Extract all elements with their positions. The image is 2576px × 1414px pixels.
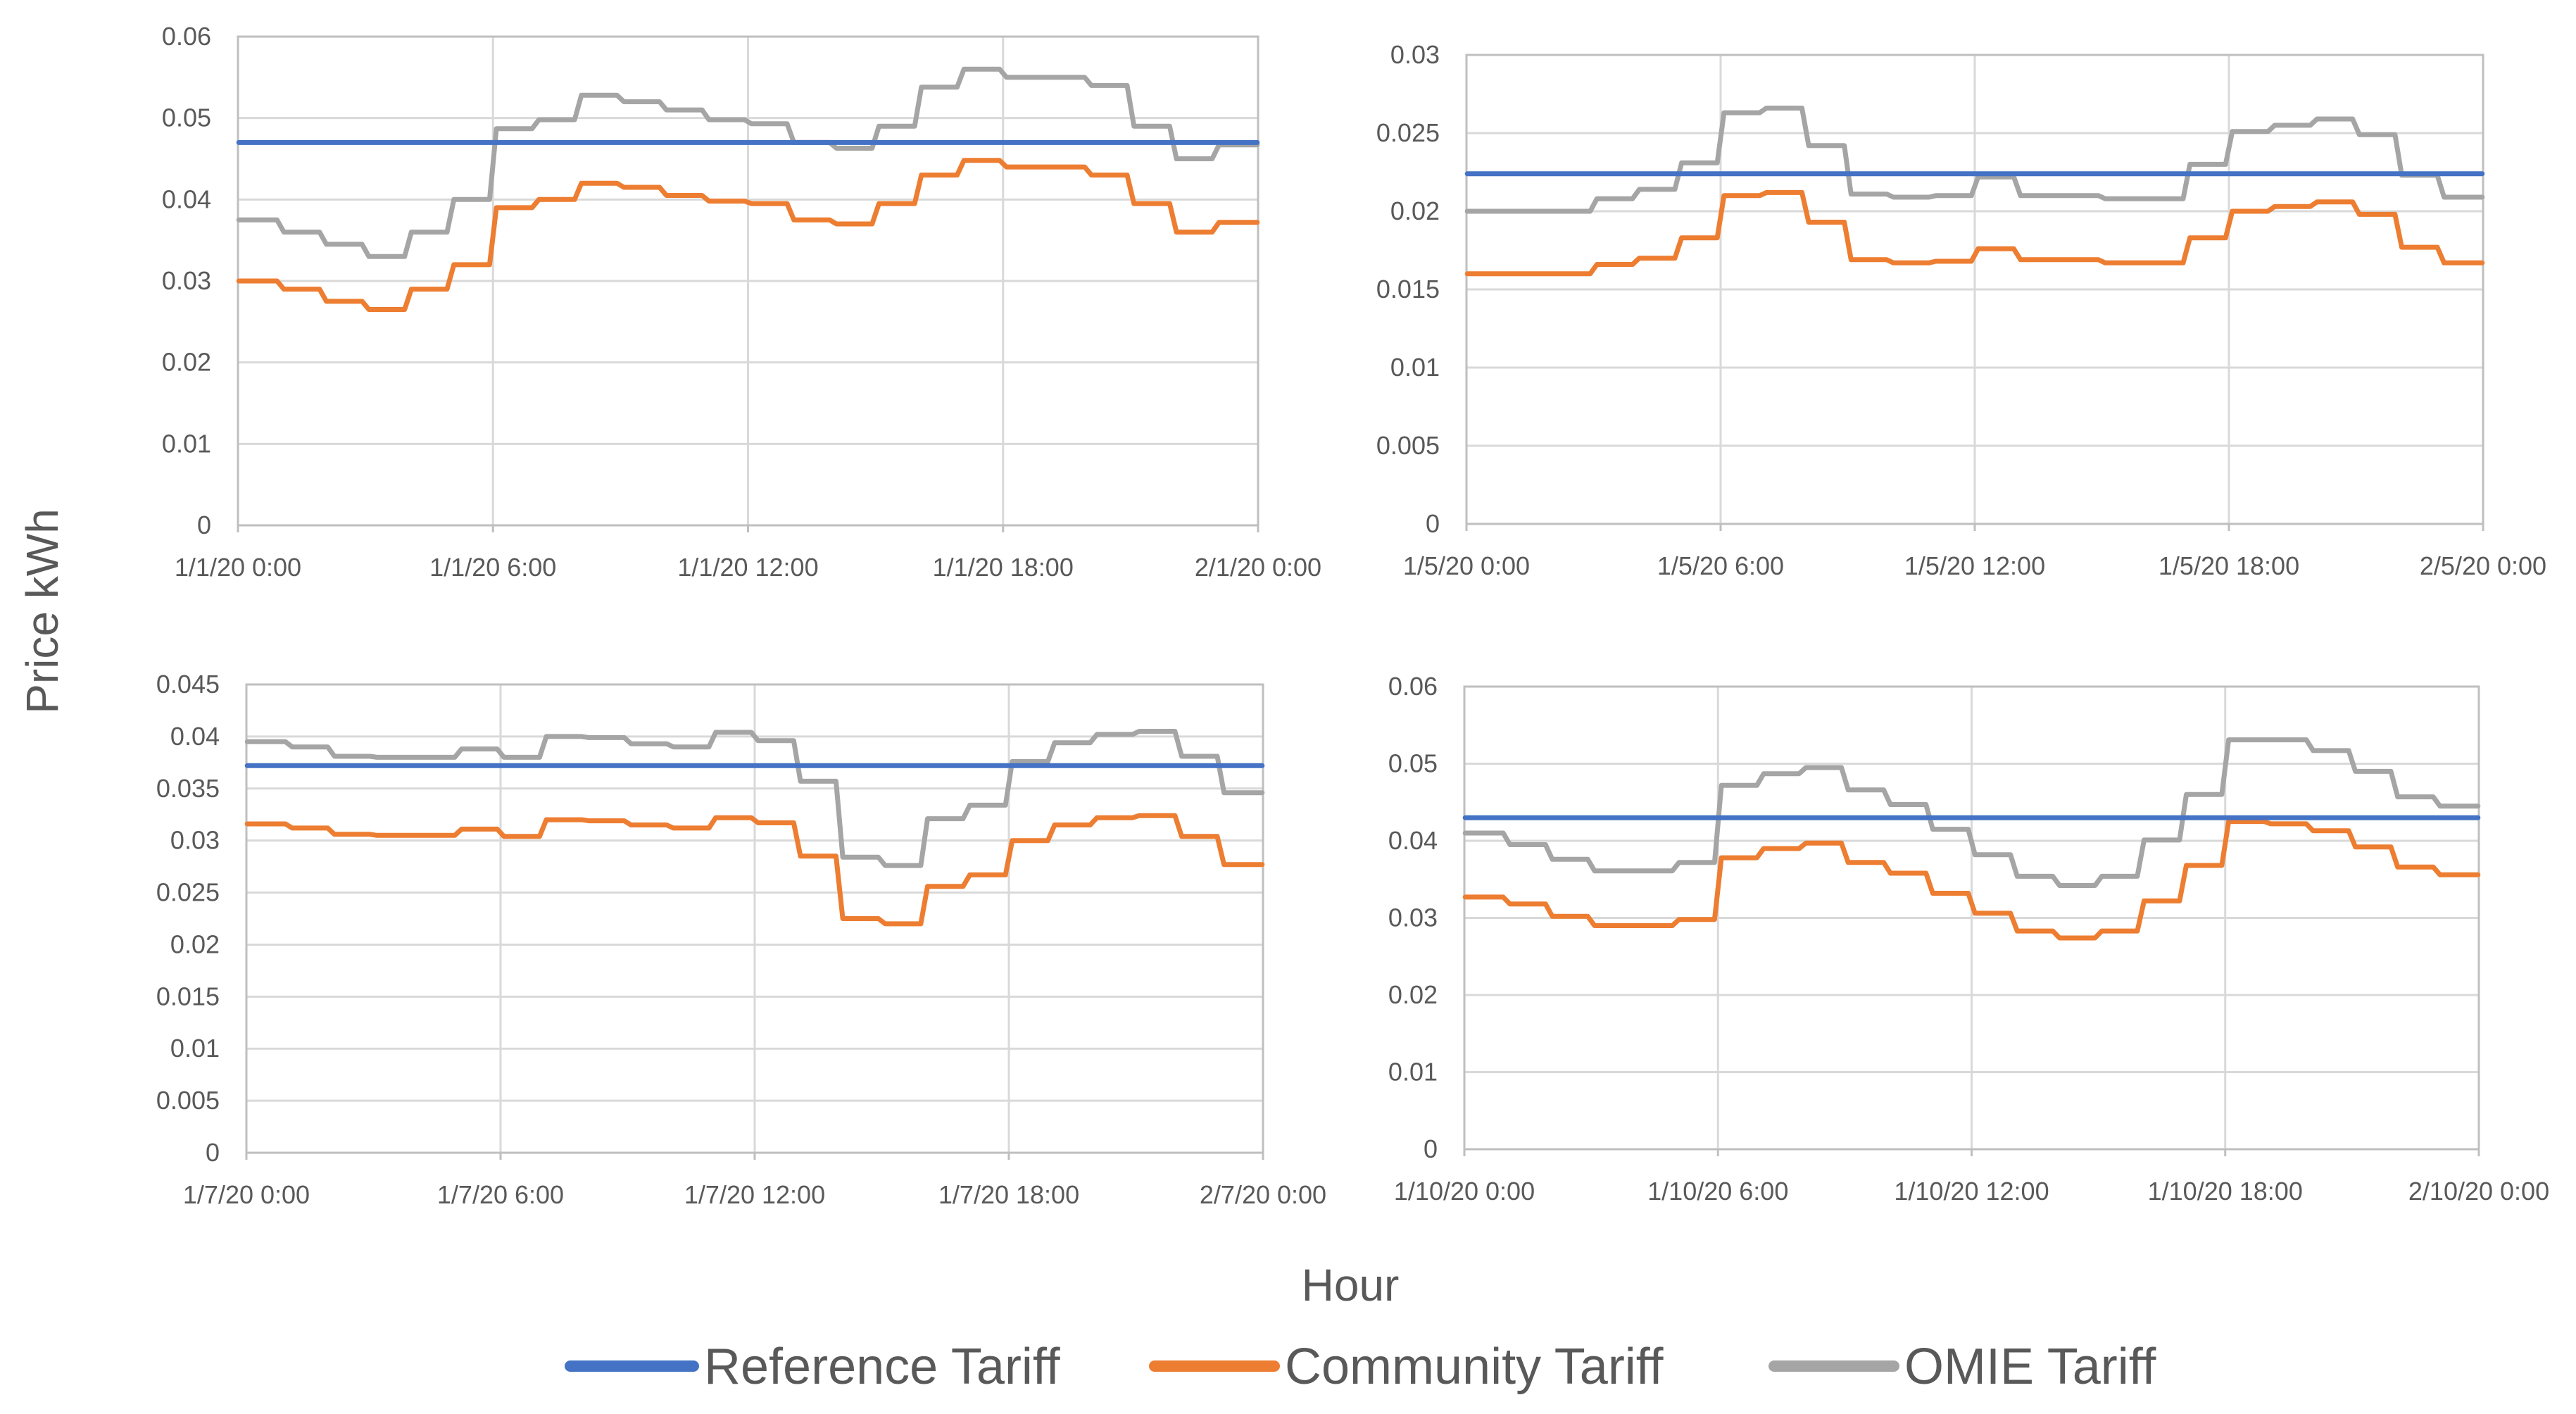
y-tick-label: 0.02: [170, 930, 220, 958]
y-tick-label: 0.06: [162, 22, 211, 51]
y-tick-label: 0.02: [1388, 980, 1438, 1009]
x-tick-label: 1/10/20 12:00: [1894, 1177, 2049, 1206]
x-tick-label: 2/1/20 0:00: [1195, 553, 1321, 582]
x-tick-label: 1/5/20 6:00: [1657, 551, 1784, 580]
y-tick-label: 0.04: [170, 722, 220, 751]
y-tick-label: 0.03: [170, 826, 220, 855]
y-tick-label: 0.005: [1376, 431, 1440, 460]
y-tick-label: 0.01: [1388, 1058, 1438, 1087]
x-tick-label: 1/7/20 6:00: [437, 1180, 564, 1209]
series-line-omie-tariff: [244, 729, 1265, 868]
y-tick-label: 0.015: [1376, 275, 1440, 304]
legend-label-community: Community Tariff: [1285, 1339, 1664, 1395]
x-axis-label: Hour: [1302, 1260, 1400, 1310]
x-tick-label: 1/10/20 0:00: [1394, 1177, 1535, 1206]
legend-label-reference: Reference Tariff: [704, 1339, 1061, 1395]
x-tick-label: 1/7/20 12:00: [684, 1180, 825, 1209]
y-tick-label: 0.01: [1390, 353, 1440, 382]
x-tick-label: 1/1/20 0:00: [175, 553, 301, 582]
y-tick-label: 0.01: [170, 1034, 220, 1063]
x-tick-label: 1/7/20 0:00: [183, 1180, 310, 1209]
chart-panel-3: 0 0.005 0.01 0.015 0.02 0.025 0.03 0.035 0.04 0.0…: [156, 670, 1326, 1209]
y-tick-label: 0.04: [162, 184, 211, 213]
plot-frame: [1465, 54, 2484, 525]
chart-panel-1: 0 0.01 0.02 0.03 0.04 0.05 0.06 1/1/20 0:00 1/1/…: [162, 22, 1321, 582]
x-tick-label: 2/7/20 0:00: [1200, 1180, 1326, 1209]
y-tick-label: 0.05: [1388, 749, 1438, 778]
x-tick-label: 1/10/20 18:00: [2148, 1177, 2303, 1206]
y-tick-label: 0.01: [162, 429, 211, 458]
y-tick-label: 0: [206, 1138, 220, 1167]
x-tick-label: 2/5/20 0:00: [2420, 551, 2546, 580]
y-tick-label: 0.025: [1376, 118, 1440, 147]
x-tick-label: 1/1/20 18:00: [933, 553, 1074, 582]
x-tick-label: 1/5/20 0:00: [1403, 551, 1530, 580]
legend-label-omie: OMIE Tariff: [1904, 1339, 2156, 1395]
y-tick-label: 0: [1426, 509, 1440, 538]
y-tick-label: 0.025: [156, 878, 220, 907]
y-tick-label: 0.03: [162, 266, 211, 295]
x-tick-label: 1/5/20 18:00: [2159, 551, 2299, 580]
series-line-community-tariff: [1464, 189, 2485, 277]
series-line-community-tariff: [236, 158, 1260, 312]
y-tick-label: 0: [197, 511, 211, 539]
legend: Reference Tariff Community Tariff OMIE T…: [565, 1339, 2156, 1395]
series-line-omie-tariff: [236, 66, 1260, 259]
x-tick-label: 1/10/20 6:00: [1647, 1177, 1788, 1206]
plot-frame: [245, 683, 1264, 1154]
x-tick-label: 2/10/20 0:00: [2408, 1177, 2549, 1206]
y-tick-label: 0.02: [1390, 196, 1440, 225]
x-tick-label: 1/1/20 6:00: [429, 553, 556, 582]
x-tick-label: 1/5/20 12:00: [1904, 551, 2045, 580]
y-tick-label: 0.045: [156, 670, 220, 699]
series-line-community-tariff: [1462, 819, 2481, 941]
y-tick-label: 0.04: [1388, 826, 1438, 855]
y-tick-label: 0.03: [1390, 40, 1440, 69]
chart-panel-4: 0 0.01 0.02 0.03 0.04 0.05 0.06 1/10/20 0:00 1/1…: [1388, 672, 2549, 1206]
y-tick-label: 0: [1424, 1134, 1438, 1163]
chart-panel-2: 0 0.005 0.01 0.015 0.02 0.025 0.03 1/5/20 0:00 1…: [1376, 40, 2546, 580]
y-tick-label: 0.05: [162, 104, 211, 132]
y-tick-label: 0.035: [156, 774, 220, 803]
y-tick-label: 0.06: [1388, 672, 1438, 701]
plot-frame: [1463, 685, 2480, 1151]
y-tick-label: 0.03: [1388, 903, 1438, 932]
y-axis-label: Price kWh: [17, 508, 68, 714]
series-line-omie-tariff: [1464, 106, 2485, 214]
x-tick-label: 1/1/20 12:00: [677, 553, 818, 582]
y-tick-label: 0.015: [156, 982, 220, 1011]
x-tick-label: 1/7/20 18:00: [938, 1180, 1079, 1209]
series-line-omie-tariff: [1462, 737, 2481, 888]
y-tick-label: 0.005: [156, 1086, 220, 1115]
y-tick-label: 0.02: [162, 348, 211, 377]
series-line-community-tariff: [244, 813, 1265, 927]
